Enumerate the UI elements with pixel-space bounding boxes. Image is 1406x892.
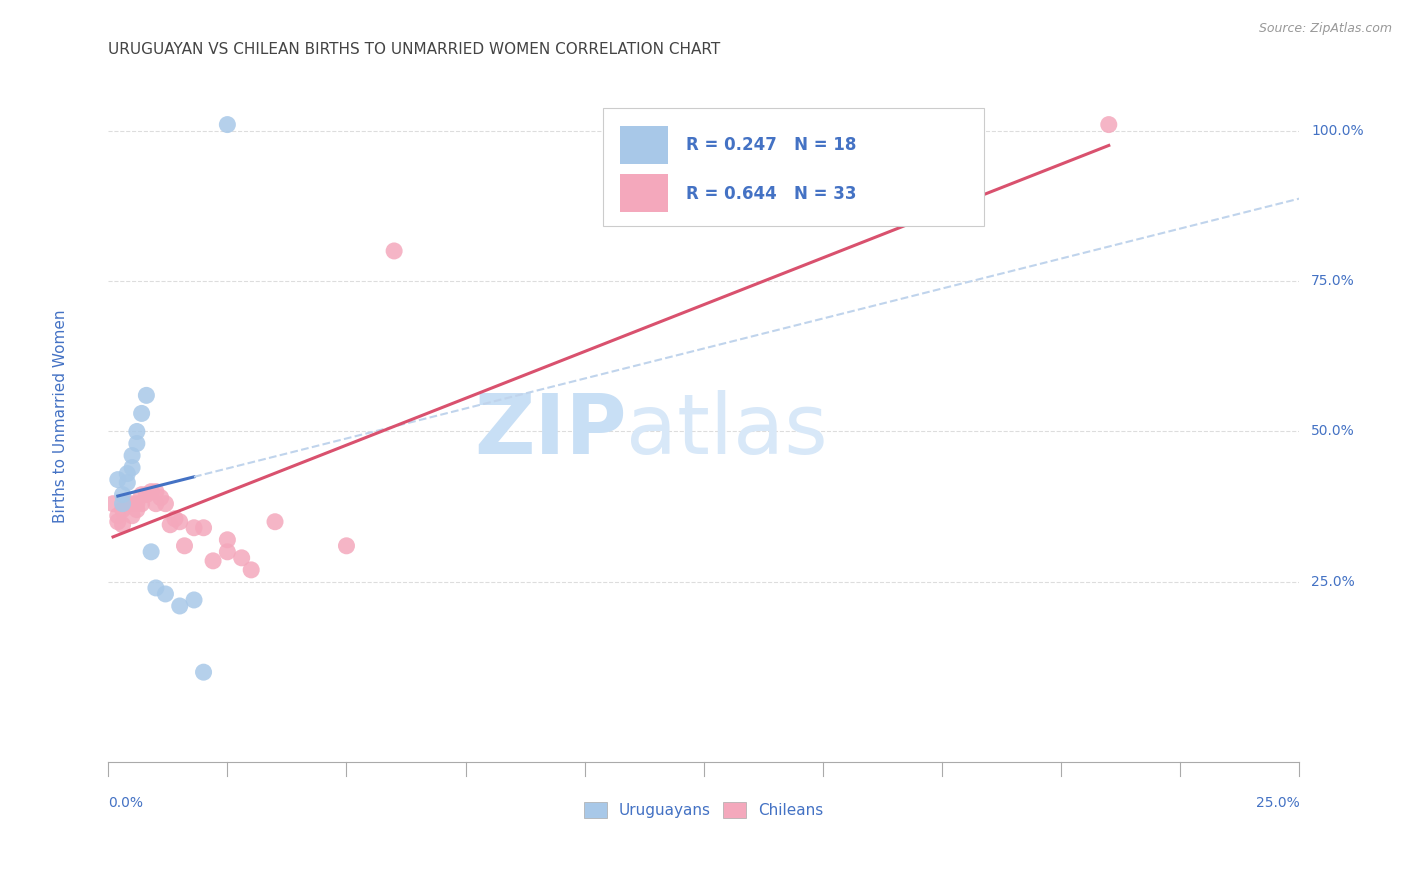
Point (169, 599, 191, 613)
Point (107, 515, 129, 529)
Bar (620, 174, 668, 212)
Point (169, 515, 191, 529)
Point (125, 436, 148, 450)
Point (131, 497, 153, 511)
Point (111, 488, 134, 502)
Point (145, 497, 167, 511)
Text: 25.0%: 25.0% (1312, 575, 1355, 589)
Point (264, 515, 287, 529)
Point (335, 539, 357, 553)
Point (141, 545, 163, 559)
Point (155, 497, 177, 511)
Point (217, 118, 239, 132)
Point (231, 550, 253, 565)
Point (131, 488, 153, 502)
Point (173, 539, 195, 553)
Point (107, 508, 129, 523)
Text: R = 0.247   N = 18: R = 0.247 N = 18 (686, 136, 856, 154)
Point (240, 563, 263, 577)
Point (111, 517, 134, 532)
Point (121, 449, 143, 463)
Text: Births to Unmarried Women: Births to Unmarried Women (53, 310, 67, 524)
Text: atlas: atlas (627, 390, 828, 471)
Text: 75.0%: 75.0% (1312, 274, 1355, 288)
Point (125, 497, 148, 511)
Text: URUGUAYAN VS CHILEAN BIRTHS TO UNMARRIED WOMEN CORRELATION CHART: URUGUAYAN VS CHILEAN BIRTHS TO UNMARRIED… (108, 42, 720, 57)
Point (101, 497, 124, 511)
Text: 100.0%: 100.0% (1312, 124, 1364, 137)
Text: R = 0.644   N = 33: R = 0.644 N = 33 (686, 185, 856, 202)
Point (131, 406, 153, 420)
Point (1098, 118, 1121, 132)
Point (117, 467, 139, 481)
Text: Source: ZipAtlas.com: Source: ZipAtlas.com (1258, 22, 1392, 36)
Text: 50.0%: 50.0% (1312, 425, 1355, 439)
Point (107, 473, 129, 487)
Point (183, 593, 205, 607)
Point (135, 388, 157, 402)
Point (125, 425, 148, 439)
Point (145, 484, 167, 499)
Point (382, 244, 405, 258)
Text: 25.0%: 25.0% (1256, 796, 1299, 810)
Point (202, 554, 225, 568)
Point (163, 512, 186, 526)
Point (135, 488, 157, 502)
Bar (620, 126, 668, 164)
Point (111, 502, 134, 516)
Point (217, 545, 239, 559)
Point (141, 484, 163, 499)
Point (111, 497, 134, 511)
Point (121, 460, 143, 475)
Point (117, 475, 139, 490)
Point (159, 517, 181, 532)
Point (149, 491, 172, 505)
Point (155, 587, 177, 601)
Point (121, 508, 143, 523)
Point (117, 497, 139, 511)
Point (121, 497, 143, 511)
Point (183, 521, 205, 535)
Legend: Uruguayans, Chileans: Uruguayans, Chileans (578, 796, 830, 824)
Point (217, 533, 239, 547)
FancyBboxPatch shape (603, 109, 984, 227)
Point (193, 521, 215, 535)
Point (145, 581, 167, 595)
Text: ZIP: ZIP (474, 390, 627, 471)
Text: 0.0%: 0.0% (108, 796, 143, 810)
Point (125, 502, 148, 516)
Point (193, 665, 215, 680)
